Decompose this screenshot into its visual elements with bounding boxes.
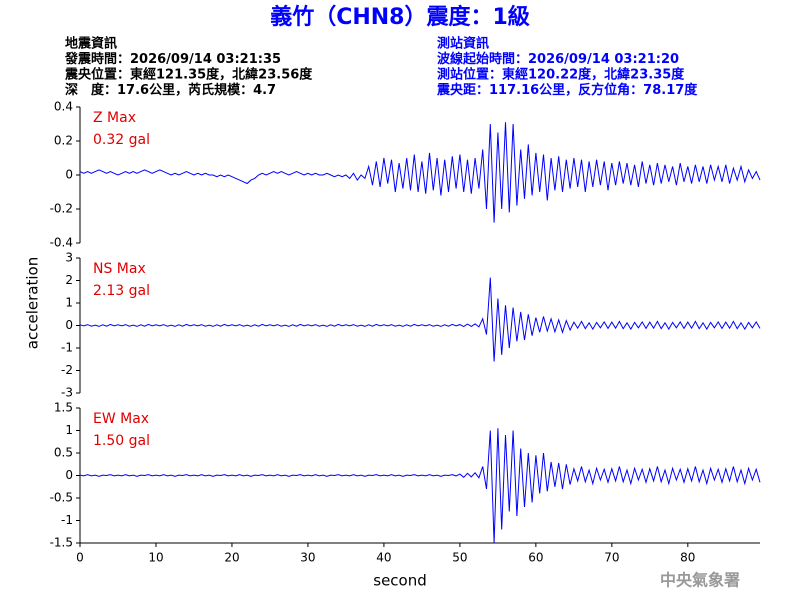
y-tick-label: 0 — [65, 468, 73, 482]
event-info: 地震資訊 — [65, 36, 117, 52]
y-tick-label: 0.2 — [54, 134, 73, 148]
max-label: 2.13 gal — [93, 283, 150, 299]
x-tick-label: 0 — [76, 551, 84, 565]
y-tick-label: -0.2 — [50, 202, 73, 216]
y-tick-label: -0.4 — [50, 236, 73, 250]
waveform — [79, 428, 761, 544]
y-tick-label: -0.5 — [50, 491, 73, 505]
y-tick-label: 1 — [65, 423, 73, 437]
x-tick-label: 60 — [528, 551, 543, 565]
station-info: 震央距：117.16公里，反方位角：78.17度 — [436, 82, 698, 98]
x-tick-label: 20 — [224, 551, 239, 565]
x-tick-label: 70 — [604, 551, 619, 565]
x-axis-label: second — [373, 572, 427, 590]
y-tick-label: 0.5 — [54, 446, 73, 460]
x-tick-label: 50 — [452, 551, 467, 565]
y-tick-label: -1 — [61, 341, 73, 355]
component-label: Z Max — [93, 110, 136, 126]
max-label: 0.32 gal — [93, 132, 150, 148]
event-info: 發震時間：2026/09/14 03:21:35 — [64, 51, 281, 67]
y-tick-label: 2 — [65, 273, 73, 287]
y-tick-label: 0.4 — [54, 100, 73, 114]
component-label: EW Max — [93, 411, 149, 427]
y-tick-label: 0 — [65, 318, 73, 332]
y-axis-label: acceleration — [24, 257, 42, 349]
title: 義竹（CHN8）震度：1級 — [270, 4, 530, 30]
footer: 中央氣象署 — [660, 571, 740, 590]
station-info: 波線起始時間：2026/09/14 03:21:20 — [437, 51, 679, 67]
event-info: 深 度：17.6公里，芮氏規模：4.7 — [65, 82, 276, 98]
y-tick-label: -3 — [61, 386, 73, 400]
x-tick-label: 30 — [300, 551, 315, 565]
x-tick-label: 10 — [148, 551, 163, 565]
station-info: 測站位置：東經120.22度，北緯23.35度 — [437, 67, 685, 83]
component-label: NS Max — [93, 261, 146, 277]
event-info: 震央位置：東經121.35度，北緯23.56度 — [64, 67, 313, 83]
y-tick-label: -2 — [61, 363, 73, 377]
y-tick-label: -1.5 — [50, 536, 73, 550]
y-tick-label: -1 — [61, 513, 73, 527]
waveform — [79, 277, 761, 362]
x-tick-label: 80 — [680, 551, 695, 565]
y-tick-label: 0 — [65, 168, 73, 182]
y-tick-label: 1 — [65, 296, 73, 310]
station-info: 測站資訊 — [437, 36, 489, 52]
max-label: 1.50 gal — [93, 433, 150, 449]
y-tick-label: 1.5 — [54, 401, 73, 415]
x-tick-label: 40 — [376, 551, 391, 565]
waveform — [79, 122, 761, 223]
y-tick-label: 3 — [65, 251, 73, 265]
